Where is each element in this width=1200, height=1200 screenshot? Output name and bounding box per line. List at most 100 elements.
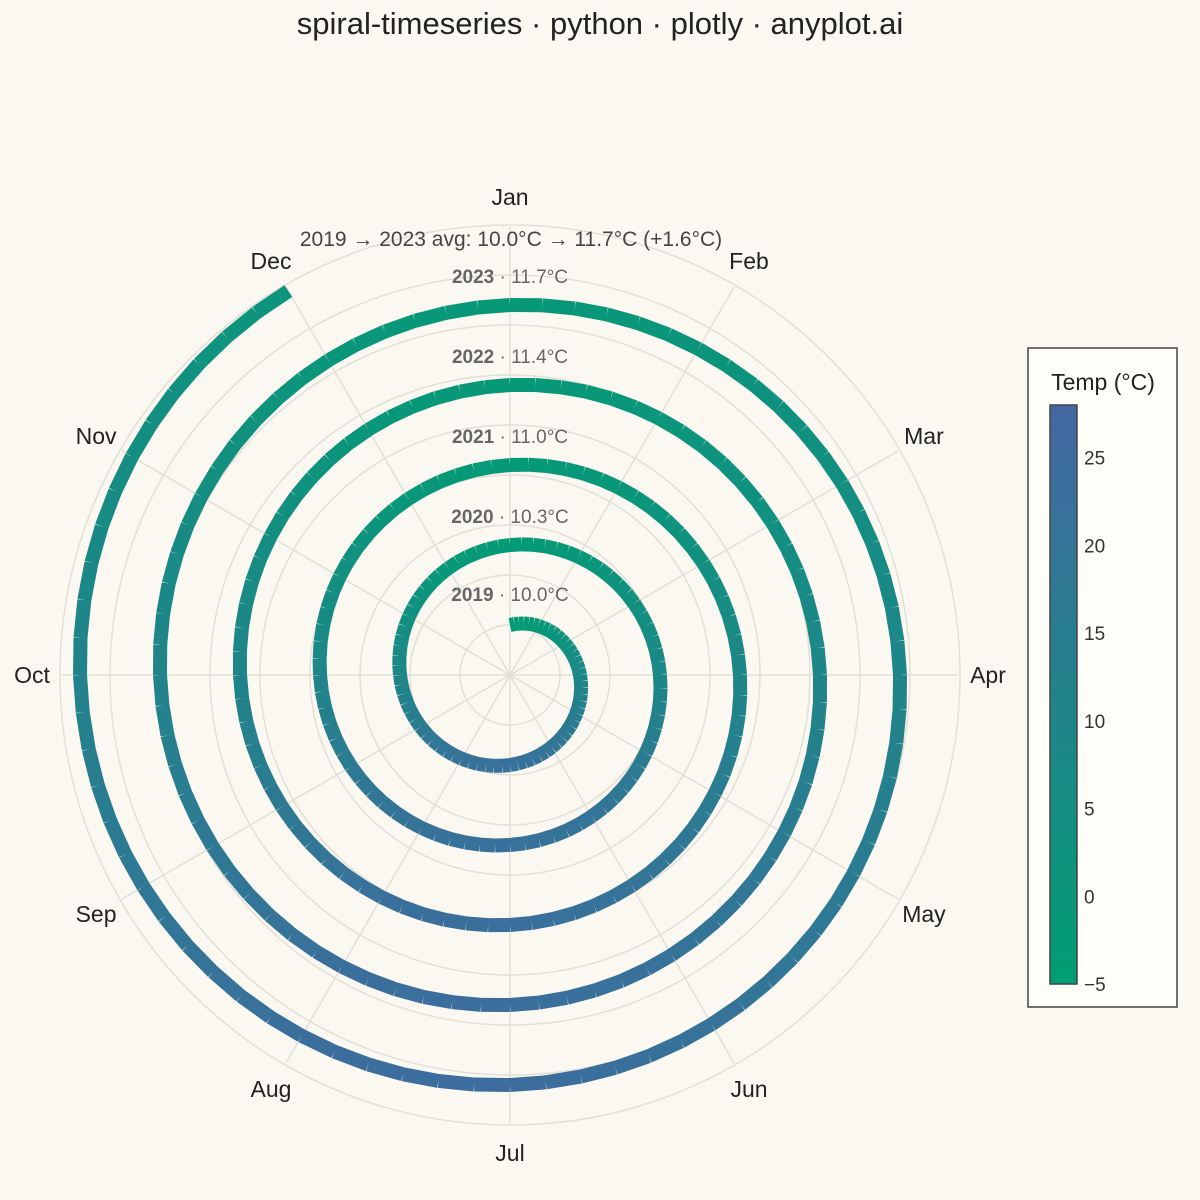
spiral-segment bbox=[567, 710, 583, 723]
spiral-segment bbox=[464, 835, 482, 852]
spiral-segment bbox=[575, 550, 593, 569]
spiral-segment bbox=[95, 488, 122, 529]
spiral-segment bbox=[515, 754, 528, 771]
spiral-segment bbox=[592, 974, 624, 998]
spiral-segment bbox=[766, 519, 792, 550]
spiral-segment bbox=[559, 380, 588, 399]
spiral-segment bbox=[73, 599, 92, 639]
spiral-segment bbox=[835, 479, 865, 516]
spiral-segment bbox=[852, 509, 879, 547]
year-labels: 2019 · 10.0°C 2020 · 10.3°C 2021 · 11.0°C 2… bbox=[451, 267, 568, 606]
spiral-segment bbox=[253, 533, 277, 562]
spiral-segment bbox=[552, 732, 568, 748]
spiral-segment bbox=[522, 752, 535, 768]
spiral-segment bbox=[392, 664, 407, 676]
spiral-segment bbox=[353, 325, 388, 352]
spiral-segment bbox=[643, 948, 676, 976]
spiral-segment bbox=[326, 573, 347, 596]
spiral-segment bbox=[711, 896, 742, 926]
spiral-segment bbox=[427, 569, 445, 588]
grid-spoke bbox=[509, 286, 735, 676]
spiral-segment bbox=[548, 626, 561, 642]
spiral-segment bbox=[829, 869, 860, 907]
spiral-segment bbox=[475, 542, 490, 560]
spiral-segment bbox=[537, 990, 569, 1010]
spiral-segment bbox=[435, 562, 453, 581]
spiral-segment bbox=[722, 359, 758, 391]
spiral-segment bbox=[437, 1073, 475, 1092]
month-labels: Jan Feb Mar Apr May Jun Jul Aug Sep Oct Nov Dec bbox=[14, 184, 1006, 1166]
spiral-segment bbox=[559, 638, 574, 653]
spiral-segment bbox=[560, 721, 577, 736]
spiral-segment bbox=[707, 998, 745, 1031]
spiral-segment bbox=[614, 481, 639, 503]
spiral-segment bbox=[415, 722, 432, 739]
spiral-segment bbox=[222, 307, 261, 343]
spiral-segment bbox=[404, 814, 425, 835]
spiral-segment bbox=[422, 990, 454, 1010]
spiral-segment bbox=[307, 454, 335, 482]
spiral-segment bbox=[541, 741, 556, 758]
spiral-segment bbox=[235, 697, 254, 723]
spiral-segment bbox=[160, 733, 182, 767]
spiral-segment bbox=[608, 391, 638, 414]
spiral-segment bbox=[565, 983, 597, 1005]
spiral-segment bbox=[232, 627, 249, 652]
spiral-segment bbox=[604, 307, 640, 330]
spiral-segment bbox=[264, 512, 289, 541]
spiral-segment bbox=[316, 606, 335, 627]
spiral-segment bbox=[451, 995, 482, 1012]
spiral-segment bbox=[435, 739, 451, 757]
spiral-segment bbox=[409, 715, 427, 731]
spiral-segment bbox=[333, 558, 355, 581]
colorbar-gradient bbox=[1049, 404, 1078, 985]
spiral-segment bbox=[652, 687, 668, 702]
spiral-segment bbox=[620, 589, 640, 608]
spiral-segment bbox=[571, 899, 597, 920]
spiral-segment bbox=[527, 457, 548, 473]
spiral-segment bbox=[553, 541, 570, 559]
spiral-segment bbox=[329, 735, 350, 757]
month-label-aug: Aug bbox=[251, 1076, 292, 1102]
spiral-segment bbox=[764, 829, 791, 861]
spiral-segment bbox=[889, 708, 907, 744]
spiral-segment bbox=[400, 699, 418, 714]
grid-ring bbox=[59, 224, 961, 1126]
month-label-apr: Apr bbox=[970, 662, 1006, 688]
spiral-segment bbox=[555, 634, 570, 649]
spiral-segment bbox=[608, 783, 629, 804]
spiral-segment bbox=[108, 453, 139, 494]
spiral-segment bbox=[799, 593, 820, 624]
spiral-segment bbox=[563, 462, 586, 481]
spiral-segment bbox=[573, 674, 588, 683]
spiral-segment bbox=[448, 832, 467, 850]
colorbar-tick-label: 0 bbox=[1084, 887, 1095, 908]
spiral-segment bbox=[535, 619, 546, 635]
spiral-segment bbox=[798, 754, 820, 785]
spiral-segment bbox=[75, 711, 96, 751]
colorbar-tick-label: 10 bbox=[1084, 712, 1105, 733]
spiral-segment bbox=[715, 595, 736, 619]
spiral-segment bbox=[562, 643, 578, 657]
spiral-segment bbox=[722, 614, 742, 638]
spiral-segment bbox=[805, 727, 825, 758]
spiral-segment bbox=[450, 748, 465, 766]
spiral-segment bbox=[236, 990, 275, 1023]
spiral-segment bbox=[723, 733, 743, 757]
spiral-segment bbox=[273, 372, 307, 404]
spiral-segment bbox=[513, 616, 520, 632]
spiral-segment bbox=[817, 451, 848, 488]
spiral-segment bbox=[790, 568, 813, 599]
spiral-segment bbox=[509, 995, 540, 1012]
spiral-segment bbox=[401, 1067, 440, 1088]
spiral-segment bbox=[890, 640, 907, 676]
grid-spoke bbox=[285, 286, 511, 676]
spiral-segment bbox=[707, 577, 729, 601]
spiral-segment bbox=[156, 582, 176, 616]
spiral-segment bbox=[365, 972, 399, 996]
spiral-segment bbox=[155, 704, 175, 737]
spiral-segment bbox=[392, 644, 408, 657]
spiral-segment bbox=[420, 475, 443, 496]
spiral-segment bbox=[206, 842, 236, 876]
